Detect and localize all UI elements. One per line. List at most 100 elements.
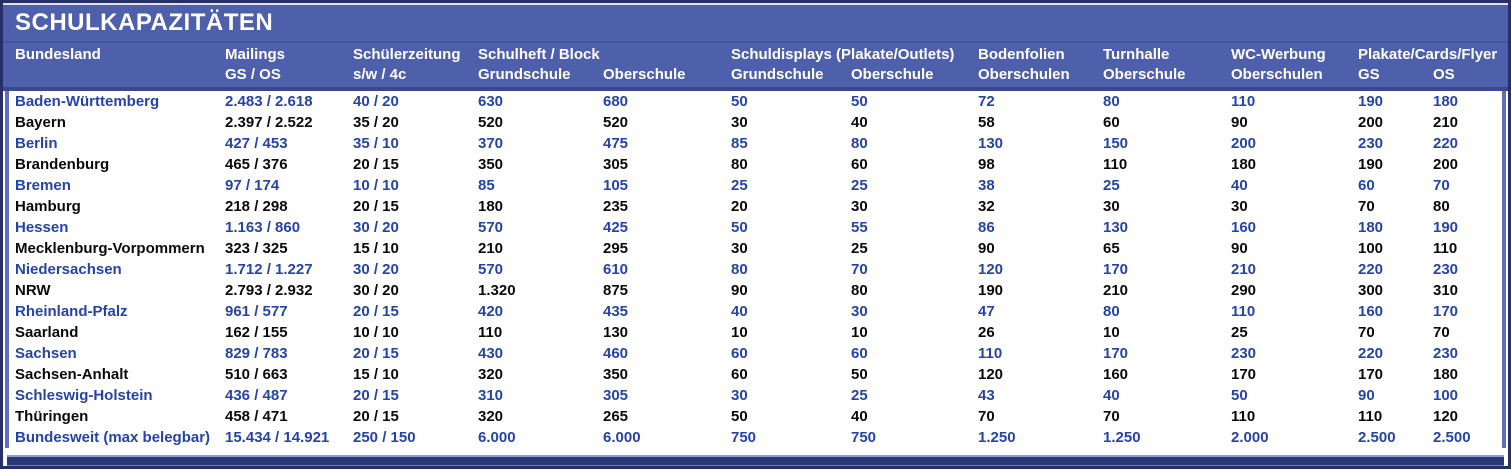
value-cell: 200 (1358, 114, 1384, 131)
value-cell: 32 (978, 198, 995, 215)
value-cell: 190 (1358, 93, 1384, 110)
value-cell: 190 (978, 282, 1004, 299)
value-cell: 25 (851, 177, 868, 194)
value-cell: 10 / 10 (353, 324, 399, 341)
value-cell: 20 / 15 (353, 345, 399, 362)
column-subheader: GS / OS (225, 66, 281, 83)
table-row: Saarland 162 / 155 10 / 10 110 130 10 10 26 10 25… (15, 322, 1502, 343)
state-name: Bundesweit (max belegbar) (15, 429, 211, 446)
column-subheader: s/w / 4c (353, 66, 407, 83)
value-cell: 30 (731, 387, 748, 404)
column-group-header: Schülerzeitung (353, 46, 461, 63)
value-cell: 80 (731, 156, 748, 173)
state-name: Berlin (15, 135, 58, 152)
state-name: Saarland (15, 324, 79, 341)
value-cell: 15 / 10 (353, 366, 399, 383)
value-cell: 20 / 15 (353, 156, 399, 173)
value-cell: 130 (978, 135, 1004, 152)
table-row: Hamburg 218 / 298 20 / 15 180 235 20 30 32 30 30 7… (15, 196, 1502, 217)
value-cell: 220 (1433, 135, 1459, 152)
page-title: SCHULKAPAZITÄTEN (3, 5, 1508, 43)
value-cell: 25 (1103, 177, 1120, 194)
value-cell: 1.250 (1103, 429, 1141, 446)
value-cell: 30 (731, 114, 748, 131)
column-subheader: Oberschule (1103, 66, 1186, 83)
value-cell: 458 / 471 (225, 408, 288, 425)
value-cell: 130 (1103, 219, 1129, 236)
value-cell: 50 (1231, 387, 1248, 404)
value-cell: 25 (851, 240, 868, 257)
value-cell: 427 / 453 (225, 135, 288, 152)
table-row: Bremen 97 / 174 10 / 10 85 105 25 25 38 25 40 60 70 (15, 175, 1502, 196)
value-cell: 265 (603, 408, 629, 425)
value-cell: 1.250 (978, 429, 1016, 446)
value-cell: 570 (478, 261, 504, 278)
value-cell: 2.000 (1231, 429, 1269, 446)
value-cell: 38 (978, 177, 995, 194)
column-subheader: Oberschule (603, 66, 686, 83)
value-cell: 190 (1433, 219, 1459, 236)
value-cell: 90 (731, 282, 748, 299)
column-subheader: Grundschule (478, 66, 571, 83)
column-group-header: Mailings (225, 46, 286, 63)
value-cell: 80 (851, 135, 868, 152)
value-cell: 98 (978, 156, 995, 173)
value-cell: 320 (478, 408, 504, 425)
value-cell: 25 (731, 177, 748, 194)
state-name: Thüringen (15, 408, 89, 425)
value-cell: 2.483 / 2.618 (225, 93, 313, 110)
value-cell: 43 (978, 387, 995, 404)
state-name: Bremen (15, 177, 71, 194)
value-cell: 110 (1433, 240, 1458, 257)
value-cell: 2.500 (1358, 429, 1396, 446)
value-cell: 110 (978, 345, 1003, 362)
value-cell: 610 (603, 261, 629, 278)
value-cell: 630 (478, 93, 504, 110)
value-cell: 70 (1433, 324, 1450, 341)
value-cell: 435 (603, 303, 629, 320)
value-cell: 420 (478, 303, 504, 320)
value-cell: 1.320 (478, 282, 516, 299)
value-cell: 370 (478, 135, 504, 152)
table-row: Rheinland-Pfalz 961 / 577 20 / 15 420 435 40 3… (15, 301, 1502, 322)
value-cell: 160 (1358, 303, 1384, 320)
value-cell: 829 / 783 (225, 345, 288, 362)
value-cell: 30 (851, 198, 868, 215)
value-cell: 35 / 10 (353, 135, 399, 152)
value-cell: 72 (978, 93, 995, 110)
value-cell: 220 (1358, 345, 1384, 362)
value-cell: 100 (1433, 387, 1459, 404)
value-cell: 40 (851, 114, 868, 131)
value-cell: 50 (851, 93, 868, 110)
value-cell: 35 / 20 (353, 114, 399, 131)
value-cell: 750 (731, 429, 757, 446)
value-cell: 15 / 10 (353, 240, 399, 257)
value-cell: 436 / 487 (225, 387, 288, 404)
value-cell: 230 (1433, 261, 1459, 278)
value-cell: 97 / 174 (225, 177, 280, 194)
value-cell: 130 (603, 324, 629, 341)
value-cell: 320 (478, 366, 504, 383)
value-cell: 50 (731, 219, 748, 236)
value-cell: 290 (1231, 282, 1257, 299)
value-cell: 180 (1433, 366, 1459, 383)
value-cell: 170 (1103, 261, 1129, 278)
value-cell: 961 / 577 (225, 303, 288, 320)
value-cell: 20 / 15 (353, 303, 399, 320)
column-group-header: Bodenfolien (978, 46, 1065, 63)
value-cell: 475 (603, 135, 629, 152)
value-cell: 210 (1103, 282, 1129, 299)
column-group-header: WC-Werbung (1231, 46, 1326, 63)
table-row: Mecklenburg-Vorpommern 323 / 325 15 / 10 21… (15, 238, 1502, 259)
table-row: Schleswig-Holstein 436 / 487 20 / 15 310 305… (15, 385, 1502, 406)
value-cell: 80 (1103, 93, 1120, 110)
value-cell: 50 (731, 93, 748, 110)
value-cell: 30 (1231, 198, 1248, 215)
value-cell: 120 (978, 366, 1004, 383)
value-cell: 1.712 / 1.227 (225, 261, 313, 278)
value-cell: 160 (1231, 219, 1257, 236)
value-cell: 510 / 663 (225, 366, 288, 383)
state-name: Mecklenburg-Vorpommern (15, 240, 205, 257)
value-cell: 10 (1103, 324, 1120, 341)
value-cell: 100 (1358, 240, 1384, 257)
